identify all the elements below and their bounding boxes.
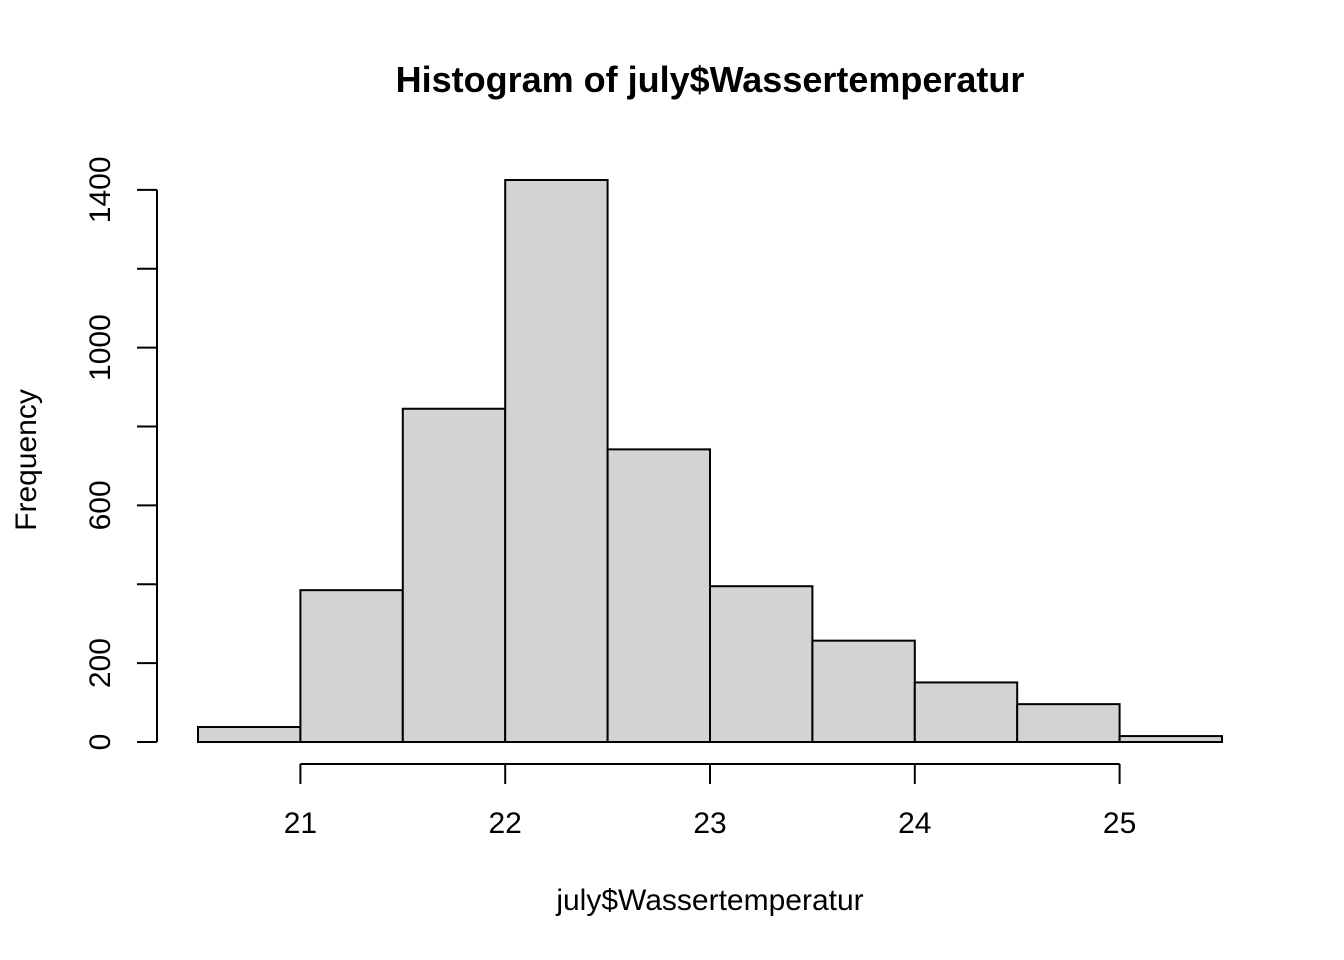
histogram-bar-0 [197,726,302,743]
histogram-bar-3 [504,179,609,743]
x-tick-label-24: 24 [898,807,931,840]
y-tick-label-600: 600 [84,480,117,530]
x-tick-label-23: 23 [693,807,726,840]
y-axis-label: Frequency [10,389,43,531]
bars-group [197,179,1223,744]
histogram-bar-2 [401,407,507,743]
histogram-bar-7 [913,681,1019,743]
y-tick-label-1000: 1000 [84,314,117,381]
x-tick-label-22: 22 [489,807,522,840]
histogram-bar-9 [1118,735,1223,744]
x-axis-label: july$Wassertemperatur [555,884,863,917]
x-tick-label-21: 21 [284,807,317,840]
y-tick-label-1400: 1400 [84,156,117,223]
histogram-bar-4 [606,448,711,743]
y-tick-label-0: 0 [84,734,117,751]
y-tick-label-200: 200 [84,638,117,688]
x-tick-label-25: 25 [1103,807,1136,840]
x-axis: 21 22 23 24 25 [284,763,1136,840]
chart-title: Histogram of july$Wassertemperatur [396,59,1025,100]
histogram-bar-5 [709,585,814,743]
histogram-bar-1 [299,589,404,743]
histogram-bar-6 [811,639,916,744]
histogram-bar-8 [1016,703,1121,744]
y-axis: 0 200 600 1000 1400 [84,156,158,751]
